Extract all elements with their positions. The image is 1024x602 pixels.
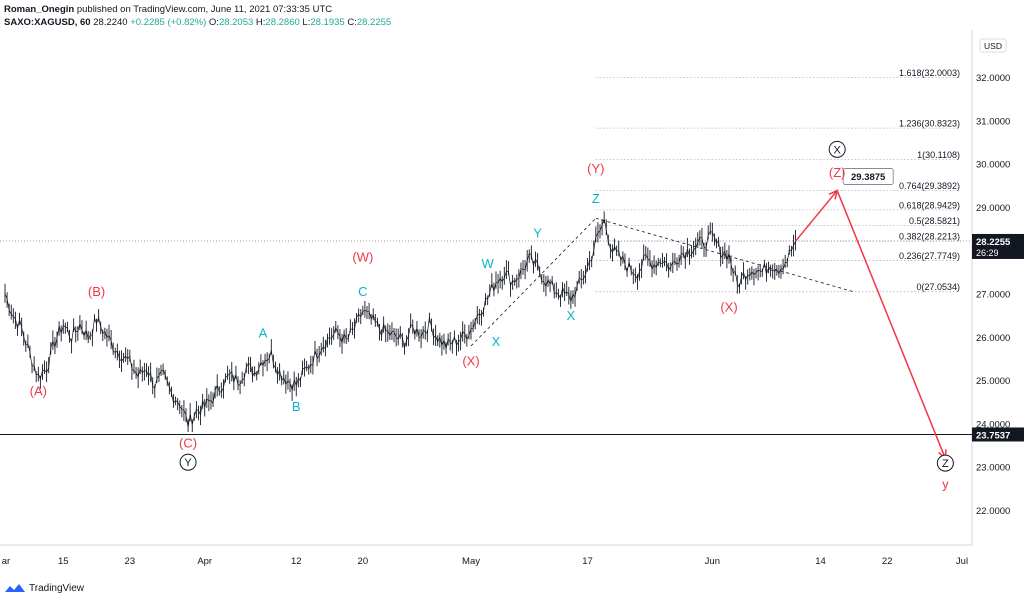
x-tick-label: Apr	[197, 556, 212, 567]
wave-label: B	[292, 399, 301, 414]
ohlc-line: SAXO:XAGUSD, 60 28.2240 +0.2285 (+0.82%)…	[4, 16, 391, 29]
wave-label: (Z)	[829, 165, 846, 180]
wave-label: X	[492, 334, 501, 349]
y-tick-label: 27.0000	[976, 289, 1010, 300]
fib-level-label: 0(27.0534)	[916, 282, 960, 292]
tradingview-logo-icon[interactable]	[4, 582, 26, 594]
x-tick-label: 15	[58, 556, 69, 567]
wave-label: (X)	[720, 299, 737, 314]
wave-label: X	[834, 144, 842, 156]
support-price-tag	[972, 427, 1024, 442]
fib-level-label: 1(30.1108)	[917, 150, 960, 160]
wave-label-circle	[828, 140, 846, 158]
x-tick-label: 14	[815, 556, 826, 567]
support-price-value: 23.7537	[976, 430, 1010, 441]
wave-label: C	[358, 284, 367, 299]
fib-level-label: 0.5(28.5821)	[909, 216, 960, 226]
y-tick-label: 25.0000	[976, 376, 1010, 387]
wave-labels: (A) (B) (C) Y A B (W) C (X) W X Y X Z (Y) (X) (Z) X Zy	[30, 140, 954, 492]
low-label: L:	[302, 17, 311, 28]
chart-header: Roman_Onegin published on TradingView.co…	[4, 3, 391, 29]
fib-levels: 1.618(32.0003) 1.236(30.8323) 1(30.1108) 0.…	[595, 68, 960, 292]
wave-label: (A)	[30, 384, 47, 399]
high-label: H:	[255, 17, 266, 28]
price-line	[4, 218, 796, 428]
footer-brand[interactable]: TradingView	[29, 582, 85, 594]
close-value: 28.2255	[356, 17, 392, 28]
wave-label: W	[482, 256, 495, 271]
fib-level-label: 1.236(30.8323)	[899, 119, 960, 129]
fib-level-label: 0.618(28.9429)	[899, 200, 960, 210]
fib-level-label: 0.382(28.2213)	[899, 232, 960, 242]
publish-line: Roman_Onegin published on TradingView.co…	[4, 3, 391, 16]
low-value: 28.1935	[310, 17, 345, 28]
x-tick-label: May	[462, 556, 480, 567]
current-price-tag	[972, 233, 1024, 259]
trendlines	[470, 217, 854, 347]
wave-label-circle	[936, 454, 954, 472]
last-price: 28.2240	[93, 17, 128, 28]
wave-label: Y	[184, 457, 192, 469]
currency-badge	[979, 38, 1007, 53]
wave-label: (W)	[352, 250, 373, 265]
y-tick-label: 26.0000	[976, 333, 1010, 344]
y-tick-label: 32.0000	[976, 73, 1010, 84]
y-tick-label: 22.0000	[976, 506, 1010, 517]
wave-label: y	[942, 477, 949, 492]
wave-label-circle	[179, 453, 197, 471]
y-tick-label: 31.0000	[976, 116, 1010, 127]
projection-layer: 29.3875	[794, 168, 947, 461]
y-tick-label: 29.0000	[976, 203, 1010, 214]
high-value: 28.2860	[265, 17, 300, 28]
x-tick-label: 17	[582, 556, 593, 567]
fib-level-label: 0.236(27.7749)	[899, 251, 960, 261]
countdown-value: 26:29	[976, 248, 999, 258]
support-line-layer	[0, 240, 972, 435]
x-tick-label: 22	[882, 556, 893, 567]
wave-label: Z	[592, 191, 600, 206]
y-tick-label: 30.0000	[976, 160, 1010, 171]
wave-label: Y	[533, 226, 542, 241]
publish-info: published on TradingView.com, June 11, 2…	[76, 4, 333, 15]
projection-arrowhead	[828, 189, 839, 200]
wave-label: X	[567, 308, 576, 323]
author-name[interactable]: Roman_Onegin	[4, 4, 75, 15]
fib-level-label: 0.764(29.3892)	[899, 181, 960, 191]
projection-target-label: 29.3875	[851, 172, 886, 183]
y-tick-label: 24.0000	[976, 419, 1010, 430]
wave-label: A	[259, 325, 268, 340]
x-tick-label: 12	[291, 556, 302, 567]
x-tick-label: Jun	[705, 556, 720, 567]
wave-label: (Y)	[587, 161, 604, 176]
wave-label: (B)	[88, 284, 105, 299]
x-tick-label: ar	[2, 556, 10, 567]
currency-label: USD	[984, 41, 1002, 51]
projection-segment	[836, 190, 947, 459]
x-tick-label: 23	[125, 556, 136, 567]
time-axis[interactable]: ar 15 23 Apr 12 20 May 17 Jun 14 22 Jul	[2, 556, 968, 567]
fib-level-label: 1.618(32.0003)	[899, 68, 960, 78]
open-label: O:	[208, 17, 219, 28]
price-series	[4, 211, 797, 433]
x-tick-label: Jul	[956, 556, 968, 567]
symbol-label: SAXO:XAGUSD, 60	[4, 17, 91, 28]
x-tick-label: 20	[358, 556, 369, 567]
current-price-value: 28.2255	[976, 237, 1011, 248]
projection-target-box	[842, 168, 894, 185]
price-change: +0.2285 (+0.82%)	[130, 17, 207, 28]
open-value: 28.2053	[218, 17, 254, 28]
wave-label: (C)	[179, 436, 197, 451]
price-axis[interactable]: 22.0000 23.0000 24.0000 25.0000 26.0000 27.00…	[976, 38, 1010, 517]
footer: TradingView	[4, 582, 84, 594]
projection-segment	[794, 190, 838, 242]
wave-label: (X)	[462, 353, 479, 368]
close-label: C:	[347, 17, 357, 28]
wave-label: Z	[942, 458, 949, 470]
y-tick-label: 23.0000	[976, 463, 1010, 474]
